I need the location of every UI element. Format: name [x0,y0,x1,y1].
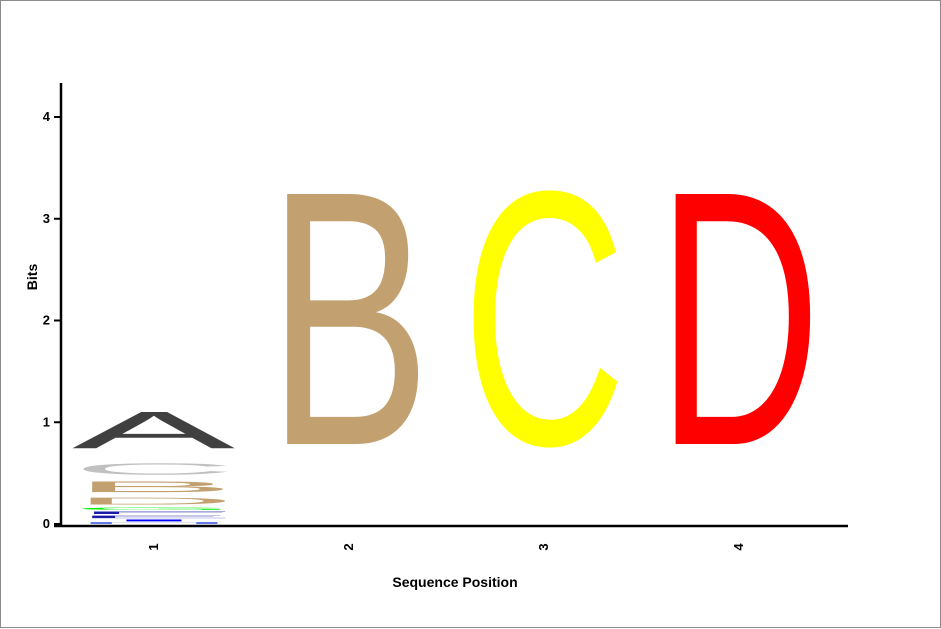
y-tick-label: 2 [43,313,50,328]
x-tick-label: 2 [341,543,356,550]
y-axis-title: Bits [24,264,40,291]
logo-letter-g: G [72,507,236,511]
x-tick-label: 3 [536,543,551,550]
y-tick-label: 0 [43,516,50,531]
x-tick-label: 4 [731,543,746,551]
y-tick-label: 4 [43,109,51,124]
y-tick-label: 1 [43,414,50,429]
logo-letter-d: D [72,495,236,506]
logo-letter-c: C [72,460,236,478]
logo-letter-a: A [72,401,235,460]
x-ticks: 1 2 3 4 [146,543,746,551]
logo-letter-c: C [462,117,626,522]
x-tick-label: 1 [146,543,161,550]
logo-letter-d: D [657,117,821,522]
logo-letter-f: F [72,511,236,515]
logo-letter-e: E [72,515,236,519]
y-ticks: 0 1 2 3 4 [43,109,61,531]
logo-letter-i: I [72,519,236,522]
x-axis-title: Sequence Position [392,574,517,590]
y-tick-label: 3 [43,211,50,226]
logo-letter-b: B [72,478,236,495]
logo-letter-h: H [72,522,236,524]
logo-letter-b: B [267,115,431,521]
